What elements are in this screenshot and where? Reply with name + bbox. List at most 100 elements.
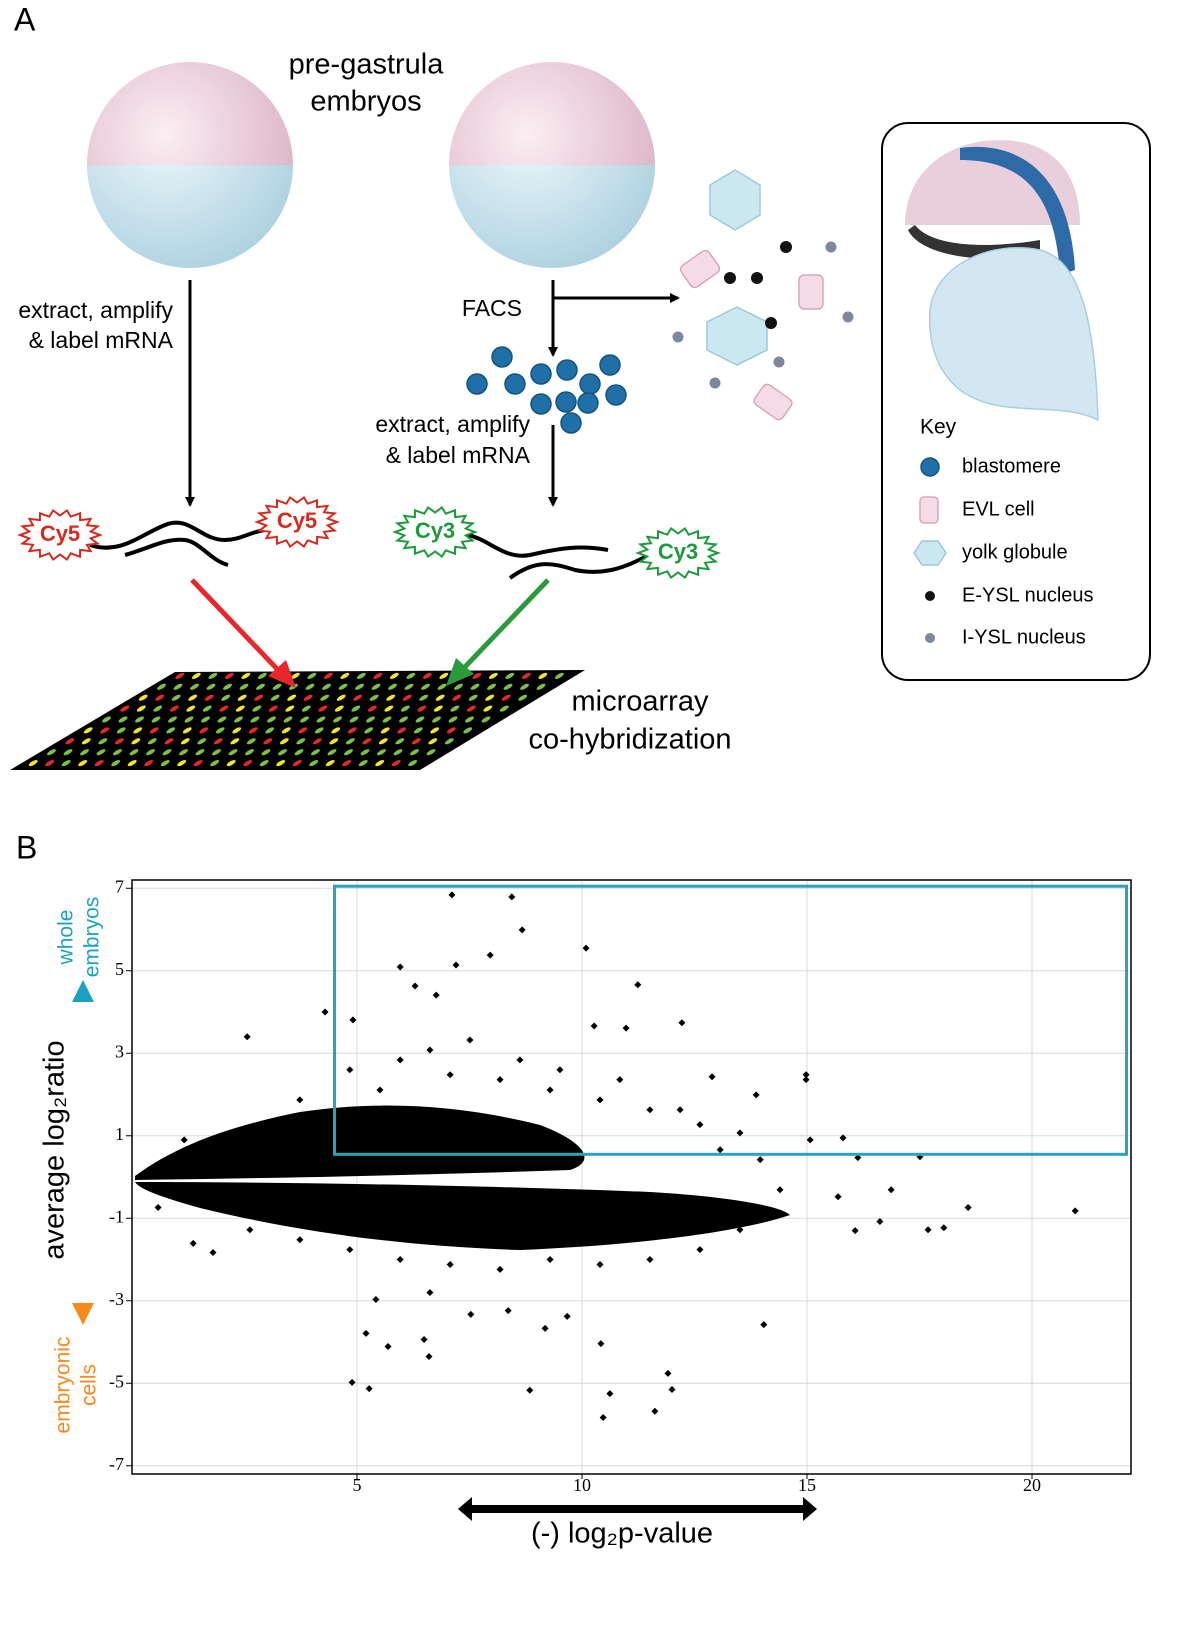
point (834, 1193, 842, 1201)
array-spot (521, 672, 531, 679)
array-spot (452, 694, 462, 701)
blastomere (560, 412, 582, 434)
blastomere (466, 373, 488, 395)
array-spot (371, 683, 381, 690)
array-spot (499, 705, 509, 712)
array-spot (237, 694, 247, 701)
point (376, 1086, 384, 1094)
array-spot (133, 727, 143, 734)
point (736, 1226, 744, 1234)
array-spot (278, 749, 287, 756)
array-spot (377, 749, 386, 756)
array-spot (518, 694, 528, 701)
point (411, 982, 419, 990)
array-spot (144, 760, 154, 767)
point (448, 891, 456, 899)
array-spot (114, 738, 124, 745)
blastomere (530, 363, 552, 385)
arrowhead (72, 1303, 94, 1325)
step-label: & label mRNA (29, 327, 174, 353)
array-spot (311, 749, 320, 756)
array-spot (465, 716, 474, 723)
array-spot (149, 727, 159, 734)
microarray (10, 670, 585, 770)
blastomere (530, 393, 552, 415)
point (446, 1071, 454, 1079)
blastomere (579, 373, 601, 395)
array-spot (279, 738, 289, 745)
blastomere (504, 373, 526, 395)
array-spot (252, 705, 262, 712)
array-spot (336, 694, 346, 701)
point (556, 1066, 564, 1074)
point (678, 1019, 686, 1027)
array-spot (208, 672, 218, 679)
point (756, 1156, 764, 1164)
array-spot (226, 760, 236, 767)
point (599, 1413, 607, 1421)
x-tick-label: 5 (353, 1475, 362, 1495)
point (425, 1352, 433, 1360)
dye-label: Cy3 (658, 539, 698, 564)
point (1071, 1207, 1079, 1215)
array-spot (204, 694, 214, 701)
point (597, 1340, 605, 1348)
array-spot (94, 760, 104, 767)
array-spot (303, 694, 313, 701)
point (696, 1121, 704, 1129)
array-spot (388, 683, 397, 690)
array-spot (468, 694, 478, 701)
array-spot (168, 716, 177, 723)
array-spot (327, 749, 337, 756)
array-spot (389, 672, 399, 679)
array-spot (406, 672, 416, 679)
y-annotation: cells (78, 1364, 101, 1406)
array-spot (538, 672, 548, 679)
array-spot (450, 705, 460, 712)
array-spot (356, 672, 366, 679)
array-spot (391, 760, 401, 767)
point (396, 1056, 404, 1064)
point (321, 1008, 329, 1016)
embryo-right (449, 62, 655, 268)
array-spot (290, 672, 300, 679)
array-spot (296, 738, 306, 745)
point (396, 963, 404, 971)
key-title: Key (920, 416, 957, 439)
array-spot (331, 727, 341, 734)
y-tick-label: 3 (115, 1041, 124, 1061)
array-spot (307, 672, 317, 679)
array-spot (164, 738, 174, 745)
array-spot (463, 727, 473, 734)
array-spot (318, 705, 328, 712)
array-spot (166, 727, 176, 734)
array-spot (276, 760, 286, 767)
highlight-box (333, 884, 1128, 1156)
array-spot (173, 683, 183, 690)
density-cloud (135, 1105, 790, 1250)
array-spot (146, 749, 155, 756)
array-spot (268, 705, 278, 712)
array-spot (292, 760, 302, 767)
array-spot (135, 716, 144, 723)
array-spot (505, 672, 515, 679)
array-spot (393, 749, 403, 756)
array-spot (199, 727, 209, 734)
array-spot (378, 738, 388, 745)
array-spot (386, 694, 396, 701)
array-spot (338, 683, 348, 690)
x-tick-label: 15 (798, 1475, 816, 1495)
point (526, 1386, 534, 1394)
point (708, 1073, 716, 1081)
array-spot (83, 727, 93, 734)
point (760, 1321, 768, 1329)
point (446, 1260, 454, 1268)
point (518, 926, 526, 934)
array-spot (261, 749, 271, 756)
array-spot (298, 727, 308, 734)
array-spot (536, 683, 546, 690)
array-spot (210, 760, 220, 767)
array-spot (554, 672, 564, 679)
array-spot (428, 738, 438, 745)
array-spot (136, 705, 146, 712)
